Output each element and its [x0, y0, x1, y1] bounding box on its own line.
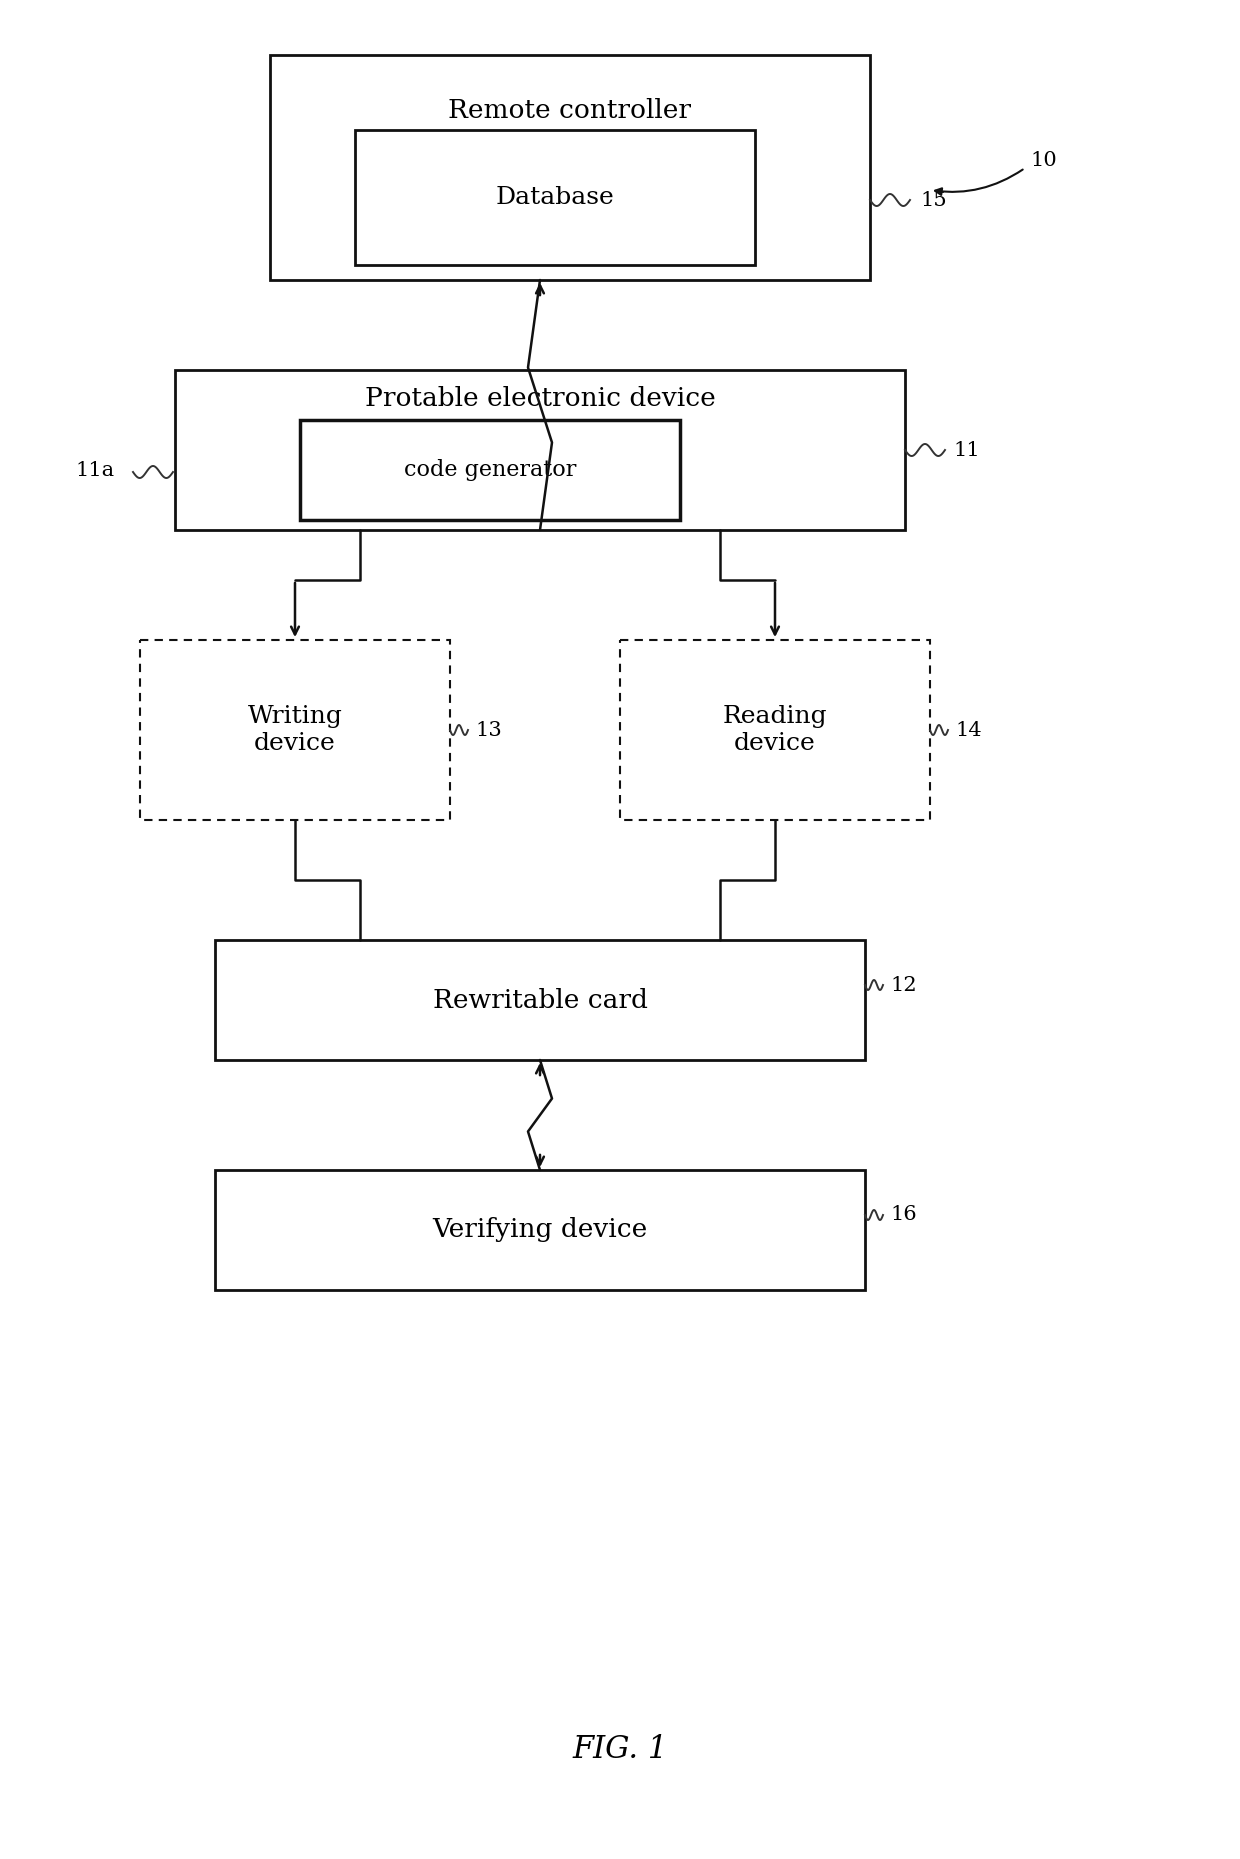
- Bar: [175, 370, 905, 530]
- Text: 11a: 11a: [74, 461, 114, 480]
- Text: 15: 15: [920, 190, 946, 210]
- Text: Verifying device: Verifying device: [433, 1218, 647, 1242]
- Text: Protable electronic device: Protable electronic device: [365, 385, 715, 411]
- Text: 16: 16: [890, 1205, 916, 1225]
- Bar: [270, 56, 870, 281]
- Bar: [355, 130, 755, 266]
- Text: code generator: code generator: [404, 459, 577, 481]
- Text: Database: Database: [496, 186, 614, 208]
- Bar: [300, 420, 680, 521]
- Text: FIG. 1: FIG. 1: [573, 1734, 667, 1766]
- Bar: [620, 639, 930, 820]
- Text: 14: 14: [955, 721, 982, 740]
- Text: 12: 12: [890, 976, 916, 995]
- Text: Reading
device: Reading device: [723, 705, 827, 755]
- Text: Rewritable card: Rewritable card: [433, 987, 647, 1013]
- Bar: [140, 639, 450, 820]
- Text: Remote controller: Remote controller: [449, 97, 692, 123]
- Text: 11: 11: [954, 441, 980, 459]
- Text: 13: 13: [475, 721, 502, 740]
- Text: 10: 10: [1030, 151, 1056, 169]
- Bar: [215, 1169, 866, 1290]
- Text: Writing
device: Writing device: [248, 705, 342, 755]
- Bar: [215, 941, 866, 1060]
